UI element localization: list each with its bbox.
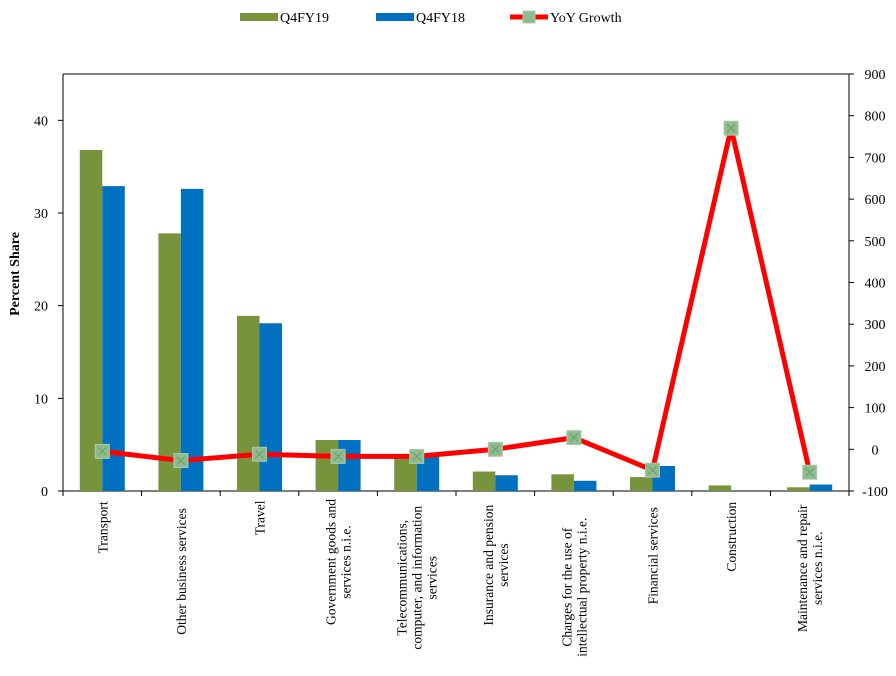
line-marker-cross xyxy=(97,446,107,456)
bar-q4fy19 xyxy=(158,233,181,492)
x-tick-label-line: Telecommunications, xyxy=(395,520,410,636)
x-tick-label-line: services xyxy=(496,543,511,586)
bar-q4fy18 xyxy=(809,484,833,491)
legend: Q4FY19 Q4FY18 YoY Growth xyxy=(240,10,622,26)
x-tick-label: Maintenance and repairservices n.i.e. xyxy=(795,504,825,632)
y2-tick-label: 900 xyxy=(865,68,886,83)
bar-q4fy19 xyxy=(315,440,339,491)
x-tick-label-line: Travel xyxy=(253,500,268,535)
x-tick-label: Construction xyxy=(724,502,739,572)
legend-label: YoY Growth xyxy=(550,11,622,26)
plot-area: 0 10 20 30 40 -100 0 100 200 300 400 500 600 700 800 90… xyxy=(34,68,888,657)
x-tick-label-line: services n.i.e. xyxy=(810,532,825,605)
x-tick-label: Financial services xyxy=(646,507,661,604)
bar-q4fy18 xyxy=(495,475,518,491)
bar-q4fy19 xyxy=(237,315,260,491)
x-tick-label-line: Insurance and pension xyxy=(481,505,496,626)
bar-q4fy19 xyxy=(630,477,653,491)
line-marker-cross xyxy=(726,123,736,133)
x-tick-label: Transport xyxy=(95,501,110,553)
bar-q4fy18 xyxy=(259,323,282,491)
x-tick-label-line: intellectual property n.i.e. xyxy=(574,518,589,657)
y-tick-label: 0 xyxy=(41,485,48,500)
x-tick-label-line: Construction xyxy=(724,502,739,572)
line-marker-cross xyxy=(805,467,815,477)
x-tick-label-line: computer, and information xyxy=(410,506,425,650)
x-tick-label-line: Other business services xyxy=(174,508,189,635)
legend-marker xyxy=(522,10,536,24)
x-tick-label-line: Maintenance and repair xyxy=(795,504,810,632)
x-tick-label: Other business services xyxy=(174,508,189,635)
line-marker-cross xyxy=(569,433,579,443)
bar-q4fy19 xyxy=(472,471,496,491)
bar-q4fy19 xyxy=(79,149,103,491)
y-tick-label: 40 xyxy=(34,114,48,129)
bar-q4fy18 xyxy=(102,186,125,492)
bar-q4fy19 xyxy=(708,485,732,491)
legend-swatch-q4fy18 xyxy=(376,13,414,21)
x-tick-label-line: services xyxy=(425,556,440,599)
x-tick-label-line: Charges for the use of xyxy=(559,527,574,646)
bar-q4fy19 xyxy=(787,487,810,491)
y2-tick-label: 600 xyxy=(865,193,886,208)
x-tick-label-line: Transport xyxy=(95,501,110,553)
y2-tick-label: -100 xyxy=(862,485,888,500)
legend-swatch-q4fy19 xyxy=(240,13,278,21)
line-marker-cross xyxy=(176,456,186,465)
y2-tick-label: 400 xyxy=(865,277,886,292)
bar-q4fy18 xyxy=(573,480,597,491)
line-marker-cross xyxy=(412,451,422,461)
y2-tick-label: 700 xyxy=(865,151,886,166)
y2-tick-label: 200 xyxy=(865,360,886,375)
y-axis-label: Percent Share xyxy=(8,232,23,316)
x-tick-label-line: Government goods and xyxy=(324,499,339,625)
x-tick-label: Travel xyxy=(253,500,268,535)
x-tick-label: Insurance and pensionservices xyxy=(481,505,511,626)
y2-tick-label: 100 xyxy=(865,402,886,417)
x-tick-label: Charges for the use ofintellectual prope… xyxy=(559,518,589,657)
x-tick-label-line: services n.i.e. xyxy=(339,525,354,598)
x-tick-label: Government goods andservices n.i.e. xyxy=(324,499,354,625)
y2-tick-label: 0 xyxy=(872,443,879,458)
bar-q4fy19 xyxy=(551,474,574,491)
line-marker-cross xyxy=(333,451,343,461)
y-tick-label: 30 xyxy=(34,207,48,222)
line-yoy-growth xyxy=(102,125,813,473)
legend-label: Q4FY19 xyxy=(280,11,329,26)
x-tick-label-line: Financial services xyxy=(646,507,661,604)
y-tick-label: 20 xyxy=(34,300,48,315)
line-marker-cross xyxy=(648,465,657,475)
x-tick-label: Telecommunications,computer, and informa… xyxy=(395,506,440,650)
y-tick-label: 10 xyxy=(34,392,48,407)
line-marker-cross xyxy=(255,449,264,459)
legend-label: Q4FY18 xyxy=(416,11,465,26)
y2-tick-label: 500 xyxy=(865,235,886,250)
line-marker-cross xyxy=(490,444,500,454)
bar-q4fy18 xyxy=(180,188,204,491)
bar-q4fy18 xyxy=(338,440,361,491)
y2-tick-label: 800 xyxy=(865,110,886,125)
y2-tick-label: 300 xyxy=(865,318,886,333)
